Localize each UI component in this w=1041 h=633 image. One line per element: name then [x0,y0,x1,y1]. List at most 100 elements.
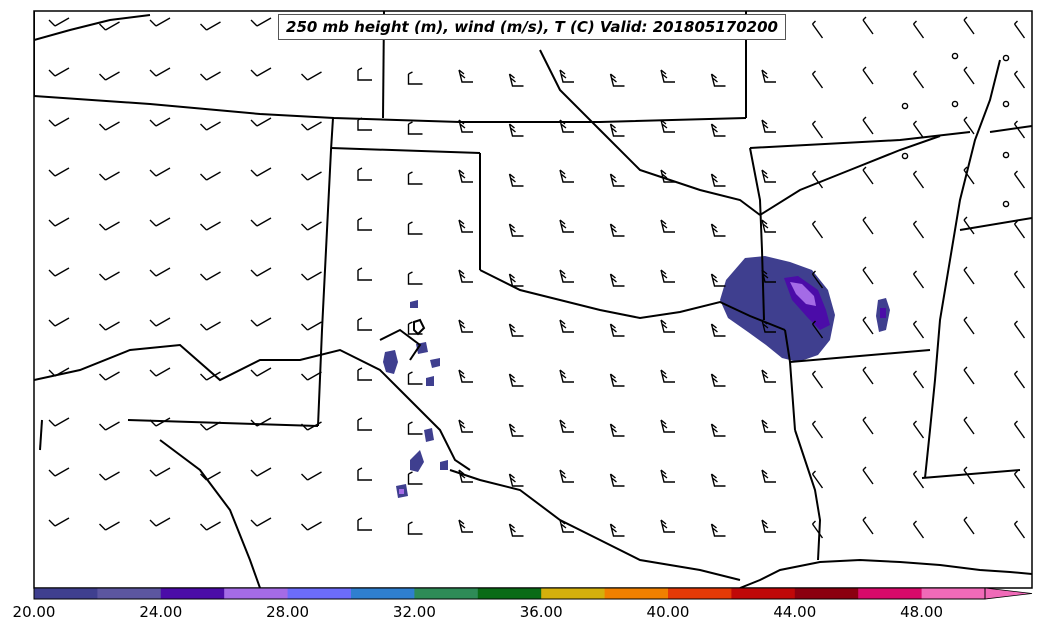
wind-barb [963,266,975,285]
wind-barb [559,119,574,133]
wind-barb [458,119,473,133]
colorbar-segment [224,588,289,599]
wind-barb [149,367,171,377]
wind-barb [811,220,824,239]
wind-barb [357,367,372,381]
shading-blob-w4-inner [399,489,404,494]
wind-barb [609,273,625,287]
wind-barb [407,471,423,485]
wind-barb [559,469,574,483]
colorbar-extend-arrow [984,587,1033,600]
border-ms-la [921,469,1021,479]
wind-barb [458,219,473,233]
colorbar-tick-label: 20.00 [12,603,56,621]
colorbar-segment [97,588,162,599]
wind-barb [200,21,221,31]
wind-barb [301,321,322,331]
wind-barb [811,320,824,339]
wind-barb [407,171,423,185]
wind-barb [609,323,625,337]
wind-barb [200,321,221,331]
wind-barb [963,166,975,185]
wind-barb [250,267,272,277]
wind-barb [811,520,824,539]
wind-barb [710,73,726,87]
colorbar-segment [794,588,859,599]
wind-barb [862,266,874,285]
wind-barb [200,471,221,481]
wind-barb [559,369,574,383]
wind-barb [508,373,524,387]
wind-barb [963,316,975,335]
wind-barb [357,117,372,131]
wind-barb [963,366,975,385]
wind-barb [458,319,473,333]
wind-barb [149,317,171,327]
border-nm-tx [317,117,334,427]
wind-barb [99,321,120,331]
wind-barb [250,367,272,377]
wind-barb [407,421,423,435]
wind-barb [250,17,272,27]
wind-barb [508,423,524,437]
wind-barbs [48,16,1026,539]
wind-barb [508,73,524,87]
wind-barb [811,370,824,389]
wind-barb [250,517,272,527]
wind-barb [407,71,423,85]
map-title: 250 mb height (m), wind (m/s), T (C) Val… [278,14,786,40]
shading-blob-w8 [410,300,418,308]
wind-barb [99,171,120,181]
wind-barb [912,220,925,239]
wind-barb [301,71,322,81]
wind-barb [200,71,221,81]
wind-barb [660,269,675,283]
calm-wind-circle [901,152,909,160]
calm-wind-circle [951,52,959,60]
wind-barb [250,467,272,477]
wind-barb [48,517,70,527]
colorbar-segment [287,588,352,599]
wind-barb [963,216,975,235]
border-az-nm [39,419,43,451]
wind-barb [1013,20,1026,39]
wind-barb [48,117,70,127]
calm-wind-circle [1002,54,1010,62]
wind-barb [48,317,70,327]
wind-barb [761,369,776,383]
temperature-shading [383,256,890,498]
wind-barb [912,20,925,39]
wind-barb [609,423,625,437]
wind-barb [761,69,776,83]
wind-barb [407,521,423,535]
wind-barb [99,471,120,481]
wind-barb [149,17,171,27]
wind-barb [710,123,726,137]
shading-blob-w6 [430,358,440,368]
river-north-platte [34,14,151,41]
wind-barb [149,417,171,427]
wind-barb [301,271,322,281]
wind-barb [660,319,675,333]
colorbar-segment [34,588,98,599]
wind-barb [149,217,171,227]
wind-barb [710,223,726,237]
wind-barb [200,171,221,181]
colorbar-segment [858,588,923,599]
wind-barb [301,371,322,381]
colorbar-tick-label: 24.00 [139,603,183,621]
wind-barb [149,117,171,127]
wind-barb [508,173,524,187]
wind-barb [99,371,120,381]
wind-barb [811,420,824,439]
river-missouri [759,135,941,216]
wind-barb [559,219,574,233]
wind-barb [407,371,423,385]
wind-barb [609,73,625,87]
wind-barb [811,470,824,489]
border-tn-ms [959,217,1032,231]
wind-barb [1013,320,1026,339]
wind-barb [660,169,675,183]
calm-wind-circle [1002,151,1010,159]
wind-barb [48,167,70,177]
